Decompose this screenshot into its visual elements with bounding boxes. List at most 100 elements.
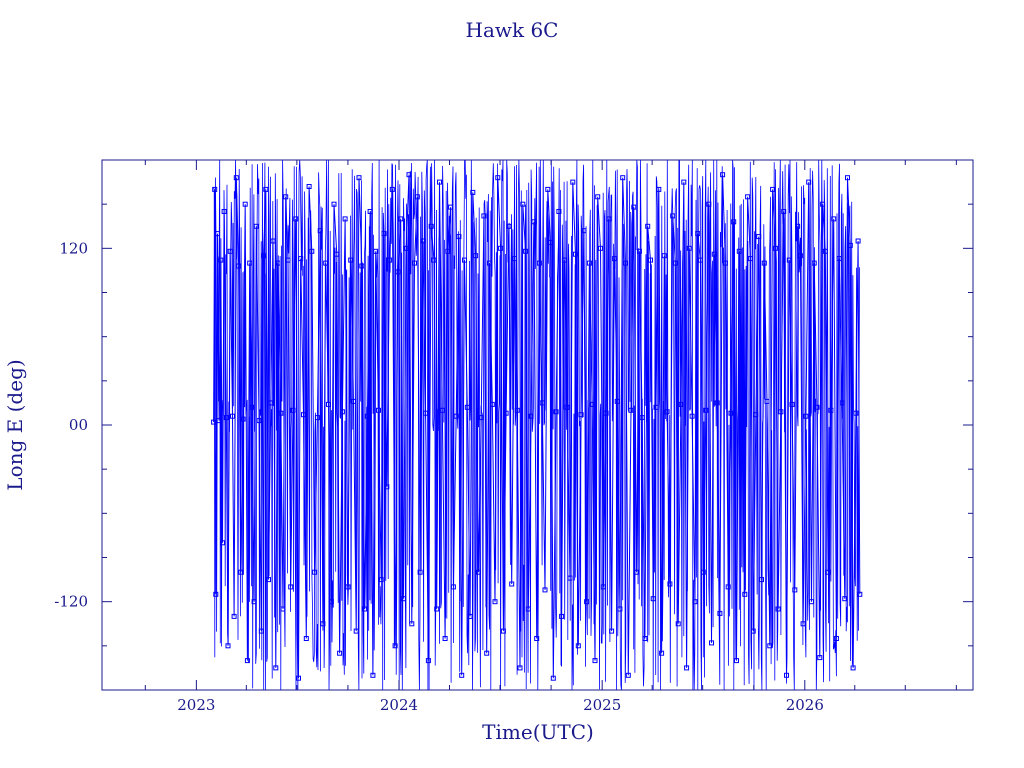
data-point: [423, 410, 429, 416]
data-point: [288, 584, 294, 590]
data-point: [636, 248, 642, 254]
data-point: [731, 219, 737, 225]
x-axis: 2023 2024 2025 2026: [144, 160, 957, 714]
data-point: [478, 415, 484, 421]
data-point: [261, 253, 266, 259]
data-point: [509, 581, 515, 587]
data-point: [387, 257, 393, 263]
data-point: [756, 234, 762, 240]
data-point: [420, 238, 426, 244]
data-point: [328, 599, 334, 605]
data-point: [759, 577, 764, 583]
data-point: [503, 410, 509, 416]
data-point: [525, 606, 531, 612]
data-point: [280, 606, 286, 612]
trajectory-trace: [213, 159, 860, 691]
data-point: [506, 223, 512, 229]
data-point: [534, 636, 540, 641]
data-point: [303, 636, 309, 641]
data-point: [598, 245, 603, 251]
data-point: [425, 658, 431, 664]
data-point: [820, 201, 826, 207]
data-point: [825, 569, 831, 575]
data-point: [542, 587, 548, 593]
data-point: [244, 658, 250, 664]
data-point: [216, 418, 222, 424]
data-point: [290, 407, 296, 413]
data-point: [703, 407, 709, 413]
data-point: [761, 260, 767, 266]
data-point: [664, 409, 670, 415]
data-point: [218, 257, 224, 263]
data-point: [747, 256, 753, 262]
data-point: [283, 194, 289, 200]
data-point: [247, 260, 253, 266]
data-point: [739, 404, 745, 410]
data-point: [320, 621, 326, 627]
data-point: [301, 412, 306, 418]
data-point: [484, 650, 490, 656]
data-point: [734, 658, 739, 664]
data-point: [603, 410, 609, 416]
data-point: [561, 257, 567, 263]
data-point: [220, 540, 225, 546]
data-point: [586, 260, 592, 266]
data-point: [764, 398, 770, 404]
data-point: [334, 251, 340, 257]
data-point: [828, 407, 834, 413]
data-point: [670, 213, 676, 219]
data-point: [434, 606, 440, 612]
data-point: [639, 415, 645, 421]
data-point: [675, 621, 681, 627]
data-point: [728, 410, 734, 416]
data-point: [839, 400, 845, 406]
data-point: [359, 263, 365, 269]
data-point: [384, 484, 390, 490]
data-point: [492, 599, 498, 605]
data-point: [285, 257, 291, 263]
data-point: [339, 409, 345, 415]
data-point: [531, 219, 537, 225]
data-point: [445, 248, 451, 254]
data-point: [620, 175, 626, 181]
data-point: [667, 581, 673, 587]
data-point: [609, 628, 615, 634]
data-point: [487, 260, 492, 266]
data-point: [814, 404, 820, 410]
data-point: [263, 186, 269, 192]
data-point: [567, 575, 573, 581]
data-point: [453, 413, 459, 419]
data-point: [650, 596, 656, 602]
data-point: [539, 400, 545, 406]
chart-title: Hawk 6C: [466, 18, 559, 42]
data-point: [378, 577, 384, 583]
data-point: [351, 398, 356, 404]
data-point: [722, 260, 728, 266]
data-point: [845, 175, 850, 181]
data-point: [249, 404, 255, 410]
data-point: [258, 628, 264, 634]
data-point: [323, 260, 329, 266]
data-point: [523, 248, 529, 254]
data-point: [376, 407, 381, 413]
data-point: [628, 407, 634, 413]
data-point: [625, 672, 631, 678]
data-point: [575, 643, 581, 649]
data-point: [714, 400, 720, 406]
data-point: [836, 256, 842, 262]
data-point: [711, 251, 717, 257]
data-point: [736, 248, 742, 254]
data-point: [792, 587, 798, 593]
data-point: [545, 186, 551, 192]
data-point: [242, 201, 248, 207]
data-point: [520, 201, 526, 207]
data-point: [581, 228, 587, 234]
data-point: [278, 410, 284, 416]
data-point: [240, 416, 246, 422]
data-point: [700, 569, 706, 575]
data-point: [314, 415, 320, 421]
data-point: [709, 640, 714, 646]
data-point: [481, 213, 487, 219]
data-point: [847, 242, 853, 248]
x-tick-label: 2026: [786, 696, 824, 714]
